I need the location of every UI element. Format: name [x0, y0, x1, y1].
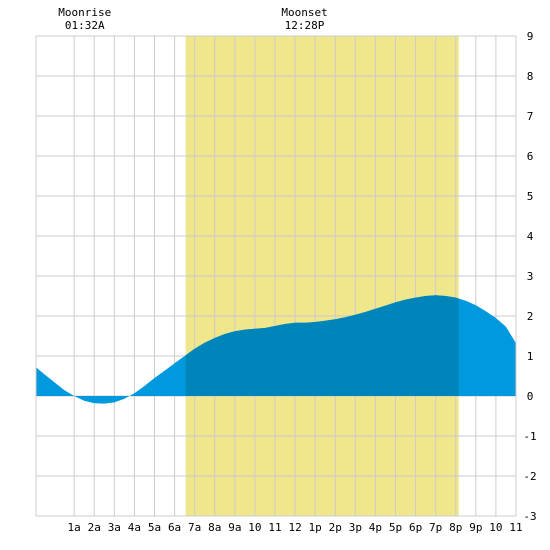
y-tick-label: -1 [523, 430, 536, 443]
plot-border [35, 35, 517, 517]
y-tick-label: 1 [527, 350, 534, 363]
x-tick-label: 9a [228, 521, 241, 534]
x-tick-label: 5p [389, 521, 402, 534]
x-tick-label: 1a [68, 521, 81, 534]
y-tick-label: 8 [527, 70, 534, 83]
tide-area-layer [36, 295, 516, 404]
x-tick-label: 7p [429, 521, 442, 534]
y-tick-label: 5 [527, 190, 534, 203]
moon-event-title: Moonset [281, 6, 327, 19]
y-tick-label: -2 [523, 470, 536, 483]
x-tick-label: 5a [148, 521, 161, 534]
x-tick-label: 10 [248, 521, 261, 534]
x-tick-label: 6a [168, 521, 181, 534]
y-tick-label: 2 [527, 310, 534, 323]
x-tick-label: 12 [288, 521, 301, 534]
y-tick-label: 0 [527, 390, 534, 403]
x-tick-label: 2a [88, 521, 101, 534]
y-tick-label: 7 [527, 110, 534, 123]
x-tick-label: 8p [449, 521, 462, 534]
x-tick-label: 4a [128, 521, 141, 534]
x-tick-label: 2p [329, 521, 342, 534]
y-tick-label: 9 [527, 30, 534, 43]
x-tick-label: 3a [108, 521, 121, 534]
x-tick-label: 1p [309, 521, 322, 534]
x-tick-label: 11 [268, 521, 281, 534]
x-tick-label: 6p [409, 521, 422, 534]
x-tick-label: 7a [188, 521, 201, 534]
x-tick-label: 4p [369, 521, 382, 534]
x-tick-label: 10 [489, 521, 502, 534]
y-tick-label: -3 [523, 510, 536, 523]
y-tick-label: 4 [527, 230, 534, 243]
axis-layer: 1a 2a 3a 4a 5a 6a 7a 8a 9a 10 11 12 1p 2p 3p 4p 5p 6p 7p 8p… [35, 30, 537, 534]
moon-event-title: Moonrise [58, 6, 111, 19]
moon-event-time: 12:28P [285, 19, 325, 32]
y-tick-label: 3 [527, 270, 534, 283]
tide-area-daytime [185, 295, 459, 396]
x-tick-label: 8a [208, 521, 221, 534]
x-tick-label: 11 [509, 521, 522, 534]
y-tick-label: 6 [527, 150, 534, 163]
x-tick-label: 9p [469, 521, 482, 534]
grid-layer [36, 35, 517, 517]
x-tick-label: 3p [349, 521, 362, 534]
moon-event-time: 01:32A [65, 19, 105, 32]
